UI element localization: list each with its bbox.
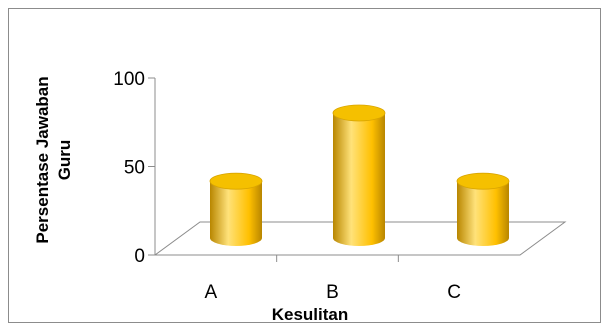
bar-C [456,172,510,246]
category-labels: A B C [204,282,461,303]
category-label-B: B [326,282,339,303]
y-axis-title-line2: Guru [55,140,74,181]
y-axis-title-line1: Persentase Jawaban [33,76,52,243]
x-ticks [276,255,399,262]
bar-B [332,104,386,246]
x-axis-title: Kesulitan [272,305,349,324]
bar-body [210,181,262,246]
y-ticks: 0 50 100 [113,69,155,267]
bar-A [209,172,263,246]
category-label-A: A [204,282,217,303]
bar-top [209,172,263,190]
bars [209,104,510,246]
bar-top [332,104,386,122]
y-tick-label: 50 [124,158,145,179]
bar-body [333,113,385,246]
y-tick-label: 0 [134,246,145,267]
bar-top [456,172,510,190]
chart-area [8,8,601,323]
bar-body [457,181,509,246]
y-tick-label: 100 [113,69,145,90]
category-label-C: C [447,282,461,303]
